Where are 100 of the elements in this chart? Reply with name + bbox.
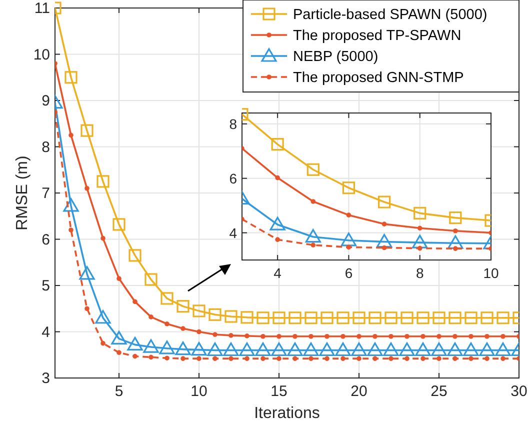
point: [340, 334, 346, 339]
y-tick-label: 10: [33, 46, 50, 64]
point: [415, 342, 431, 356]
point: [212, 356, 218, 361]
point: [191, 342, 207, 356]
point: [468, 356, 474, 361]
point: [180, 356, 186, 361]
point: [95, 310, 111, 324]
point: [68, 132, 74, 138]
point: [449, 212, 462, 224]
point: [175, 342, 191, 356]
point: [244, 334, 250, 338]
point: [196, 329, 202, 334]
x-tick-label: 20: [350, 383, 368, 400]
point: [100, 236, 106, 241]
point: [447, 342, 463, 356]
point: [448, 235, 464, 249]
y-tick-label: 4: [229, 224, 238, 241]
point: [310, 199, 316, 204]
point: [79, 266, 95, 280]
x-tick-label: 4: [274, 265, 282, 281]
point: [404, 356, 410, 361]
y-tick-label: 4: [42, 324, 50, 341]
point: [180, 326, 186, 331]
point: [116, 276, 122, 281]
point: [382, 222, 387, 226]
point: [132, 354, 138, 359]
point: [500, 334, 506, 339]
point: [224, 310, 238, 323]
y-tick-label: 5: [42, 278, 50, 294]
point: [292, 334, 298, 339]
point: [335, 342, 351, 356]
y-tick-label: 9: [42, 92, 50, 110]
point: [223, 342, 239, 356]
x-tick-label: 8: [416, 265, 424, 281]
legend-label: The proposed GNN-STMP: [293, 70, 464, 86]
y-tick-label: 6: [229, 170, 238, 186]
point: [346, 244, 352, 250]
point: [287, 342, 303, 356]
point: [432, 312, 446, 324]
point: [500, 356, 506, 361]
point: [368, 312, 382, 324]
point: [304, 312, 318, 324]
point: [480, 312, 494, 324]
point: [276, 356, 282, 361]
y-tick-label: 11: [34, 0, 50, 17]
legend-label: Particle-based SPAWN (5000): [293, 7, 488, 23]
point: [228, 333, 234, 338]
point: [228, 356, 234, 361]
point: [160, 292, 174, 305]
point: [400, 312, 414, 324]
point: [417, 226, 422, 231]
point: [63, 198, 79, 212]
point: [383, 342, 399, 356]
point: [453, 228, 458, 234]
point: [64, 71, 78, 84]
legend-label: NEBP (5000): [293, 49, 378, 65]
point: [143, 339, 159, 353]
point: [340, 356, 346, 361]
point: [367, 342, 383, 356]
point: [159, 340, 175, 354]
y-tick-label: 8: [42, 138, 50, 156]
point: [127, 336, 143, 350]
point: [80, 124, 94, 137]
point: [306, 163, 320, 176]
point: [464, 312, 478, 324]
point: [448, 312, 462, 324]
point: [412, 234, 428, 248]
point: [271, 138, 284, 151]
point: [388, 356, 394, 361]
point: [372, 334, 378, 339]
y-tick-label: 3: [42, 370, 50, 387]
point: [416, 312, 430, 324]
point: [270, 216, 286, 230]
point: [352, 312, 366, 324]
point: [336, 312, 350, 324]
point: [319, 342, 335, 356]
point: [244, 356, 250, 361]
point: [436, 356, 442, 361]
legend-label: The proposed TP-SPAWN: [293, 28, 462, 44]
x-tick-label: 25: [430, 383, 448, 400]
point: [256, 312, 270, 324]
point: [324, 334, 330, 339]
point: [320, 312, 334, 324]
point: [260, 356, 266, 361]
point: [484, 334, 490, 339]
point: [111, 330, 127, 344]
point: [128, 249, 142, 262]
point: [310, 242, 316, 248]
x-tick-label: 10: [190, 383, 208, 400]
point: [417, 246, 422, 251]
point: [239, 342, 255, 356]
point: [96, 175, 110, 188]
point: [164, 356, 170, 361]
point: [308, 334, 314, 339]
point: [495, 342, 511, 356]
point: [436, 334, 442, 339]
point: [164, 321, 170, 326]
point: [176, 300, 190, 313]
point: [132, 299, 138, 304]
